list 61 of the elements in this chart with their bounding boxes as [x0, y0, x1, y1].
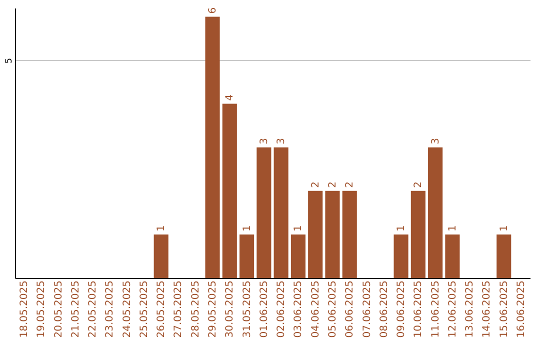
x-tick-label: 27.05.2025 — [173, 280, 184, 338]
x-tick-label: 13.06.2025 — [464, 280, 476, 338]
data-label: 1 — [293, 225, 304, 232]
data-label: 2 — [413, 182, 424, 188]
bar — [445, 234, 460, 278]
bar — [410, 190, 426, 278]
data-label: 6 — [208, 7, 219, 14]
bar — [342, 190, 357, 278]
x-tick-label: 20.05.2025 — [53, 280, 64, 338]
x-tick-label: 08.06.2025 — [378, 280, 390, 338]
bar — [290, 234, 306, 278]
x-tick-label: 01.06.2025 — [258, 280, 270, 338]
bar — [240, 234, 254, 278]
x-tick-label: 11.06.2025 — [430, 280, 442, 338]
data-label: 2 — [327, 182, 338, 188]
data-label: 1 — [242, 225, 253, 232]
bar — [154, 234, 168, 278]
x-tick-label: 07.06.2025 — [362, 280, 373, 338]
x-tick-label: 26.05.2025 — [156, 280, 168, 338]
data-label: 3 — [276, 138, 288, 144]
data-label: 2 — [310, 182, 322, 188]
bar — [205, 16, 220, 278]
data-label: 1 — [498, 225, 510, 232]
bar — [308, 190, 323, 278]
data-label: 1 — [156, 225, 168, 232]
y-tick-label: 5 — [4, 58, 14, 64]
x-tick-label: 12.06.2025 — [447, 280, 458, 338]
bar — [496, 234, 512, 278]
x-tick-label: 06.06.2025 — [344, 280, 356, 338]
bar — [222, 104, 237, 278]
data-label: 3 — [258, 138, 270, 144]
x-tick-label: 30.05.2025 — [224, 280, 236, 338]
data-label: 2 — [344, 182, 356, 188]
x-tick-label: 09.06.2025 — [396, 280, 408, 338]
x-tick-label: 24.05.2025 — [122, 280, 133, 338]
x-tick-label: 18.05.2025 — [19, 280, 30, 338]
x-tick-label: 02.06.2025 — [276, 280, 288, 338]
x-tick-label: 25.05.2025 — [138, 280, 150, 338]
data-label: 1 — [447, 225, 458, 232]
bar — [325, 190, 340, 278]
bar — [256, 147, 272, 278]
data-label: 4 — [224, 94, 236, 101]
x-tick-label: 14.06.2025 — [482, 280, 493, 338]
x-tick-label: 10.06.2025 — [413, 280, 424, 338]
bar — [274, 147, 288, 278]
bar — [394, 234, 408, 278]
data-label: 3 — [430, 138, 442, 144]
bar — [428, 147, 443, 278]
x-tick-label: 19.05.2025 — [36, 280, 48, 338]
x-tick-label: 15.06.2025 — [498, 280, 510, 338]
x-tick-label: 04.06.2025 — [310, 280, 322, 338]
x-tick-label: 16.06.2025 — [516, 280, 528, 338]
x-tick-label: 31.05.2025 — [242, 280, 253, 338]
x-tick-label: 21.05.2025 — [70, 280, 82, 338]
x-tick-label: 28.05.2025 — [190, 280, 202, 338]
x-tick-label: 03.06.2025 — [293, 280, 304, 338]
data-label: 1 — [396, 225, 408, 232]
x-tick-label: 29.05.2025 — [208, 280, 219, 338]
x-tick-label: 23.05.2025 — [104, 280, 116, 338]
x-tick-label: 22.05.2025 — [88, 280, 99, 338]
x-tick-label: 05.06.2025 — [327, 280, 338, 338]
